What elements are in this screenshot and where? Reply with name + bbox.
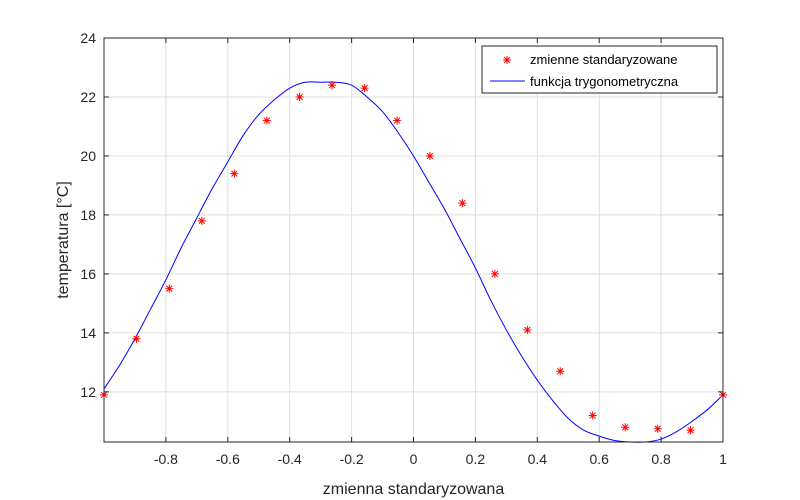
legend-label-line: funkcja trygonometryczna (530, 74, 679, 89)
data-point-marker (165, 284, 174, 293)
x-tick-label: 0.8 (651, 451, 671, 467)
data-point-marker (556, 367, 565, 376)
data-point-marker (588, 411, 597, 420)
data-point-marker (230, 169, 239, 178)
data-point-marker (295, 92, 304, 101)
x-tick-label: 0.4 (528, 451, 548, 467)
data-point-marker (132, 334, 141, 343)
legend-label-scatter: zmienne standaryzowane (530, 52, 677, 67)
y-axis-label: temperatura [°C] (55, 181, 72, 299)
series-marker-layer (100, 81, 727, 435)
data-point-marker (262, 116, 271, 125)
x-tick-label: 0 (410, 451, 418, 467)
data-point-marker (653, 424, 662, 433)
y-tick-label: 12 (80, 384, 96, 400)
data-point-marker (490, 269, 499, 278)
x-tick-label: -0.6 (216, 451, 240, 467)
data-point-marker (621, 423, 630, 432)
x-tick-label: -0.8 (154, 451, 178, 467)
tick-labels: -0.8 -0.6 -0.4 -0.2 0 0.2 0.4 0.6 0.8 1 12 14 16 18 20… (80, 30, 727, 467)
legend-marker-asterisk-icon (503, 56, 511, 64)
data-point-marker (458, 199, 467, 208)
data-point-marker (686, 426, 695, 435)
series-line-trig (103, 81, 724, 443)
x-tick-label: 0.6 (589, 451, 609, 467)
y-tick-label: 18 (80, 207, 96, 223)
data-point-marker (393, 116, 402, 125)
data-point-marker (360, 84, 369, 93)
x-axis-label: zmienna standaryzowana (323, 481, 505, 498)
series-curve-layer (103, 81, 724, 443)
y-tick-label: 16 (80, 266, 96, 282)
x-tick-label: -0.2 (340, 451, 364, 467)
y-tick-label: 14 (80, 325, 96, 341)
y-tick-label: 24 (80, 30, 96, 46)
y-tick-label: 20 (80, 148, 96, 164)
legend: zmienne standaryzowane funkcja trygonome… (481, 45, 718, 94)
x-tick-label: -0.4 (278, 451, 302, 467)
x-tick-label: 0.2 (466, 451, 486, 467)
data-point-marker (328, 81, 337, 90)
data-point-marker (197, 216, 206, 225)
data-point-marker (523, 325, 532, 334)
legend-box (481, 45, 718, 94)
x-tick-label: 1 (719, 451, 727, 467)
y-tick-label: 22 (80, 89, 96, 105)
legend-asterisk (503, 56, 511, 64)
tick-marks (104, 37, 724, 442)
data-point-marker (425, 151, 434, 160)
